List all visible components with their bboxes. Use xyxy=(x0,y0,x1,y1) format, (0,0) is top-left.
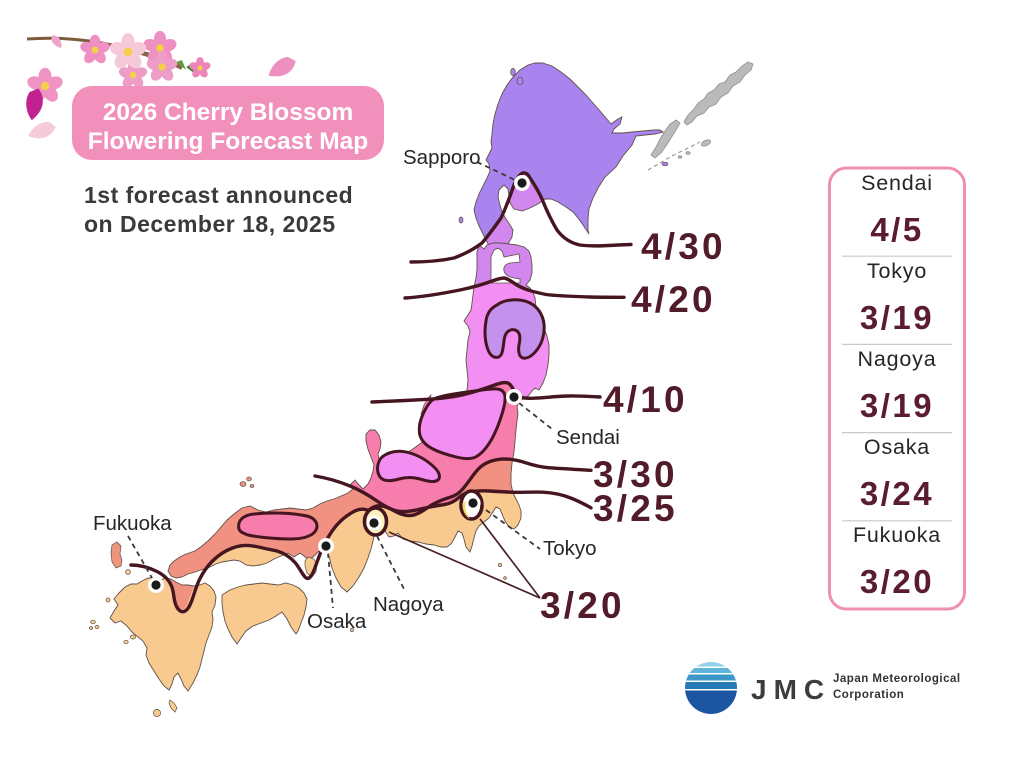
svg-text:Sapporo: Sapporo xyxy=(403,146,481,169)
svg-text:Sendai: Sendai xyxy=(556,426,620,449)
svg-text:Japan Meteorological: Japan Meteorological xyxy=(833,673,961,685)
svg-text:Nagoya: Nagoya xyxy=(373,593,444,616)
svg-text:3/20: 3/20 xyxy=(540,585,625,626)
svg-text:Osaka: Osaka xyxy=(307,610,367,633)
svg-text:Fukuoka: Fukuoka xyxy=(853,523,941,547)
svg-text:1st forecast announced: 1st forecast announced xyxy=(84,182,353,208)
svg-text:Flowering Forecast Map: Flowering Forecast Map xyxy=(88,128,368,155)
svg-text:3/25: 3/25 xyxy=(593,488,678,529)
svg-text:Sendai: Sendai xyxy=(861,171,933,195)
svg-text:3/30: 3/30 xyxy=(593,454,678,495)
svg-text:3/20: 3/20 xyxy=(860,563,934,600)
svg-text:Tokyo: Tokyo xyxy=(543,537,597,560)
svg-text:on December 18, 2025: on December 18, 2025 xyxy=(84,211,336,237)
svg-text:Osaka: Osaka xyxy=(864,435,930,459)
svg-text:Fukuoka: Fukuoka xyxy=(93,512,172,535)
svg-text:3/19: 3/19 xyxy=(860,387,934,424)
svg-text:Tokyo: Tokyo xyxy=(867,259,927,283)
svg-text:3/19: 3/19 xyxy=(860,299,934,336)
svg-text:Nagoya: Nagoya xyxy=(858,347,937,371)
svg-text:JMC: JMC xyxy=(751,674,831,705)
svg-text:3/24: 3/24 xyxy=(860,475,934,512)
svg-text:2026 Cherry Blossom: 2026 Cherry Blossom xyxy=(103,99,354,126)
svg-text:4/10: 4/10 xyxy=(603,379,688,420)
svg-text:4/5: 4/5 xyxy=(870,211,923,248)
svg-text:Corporation: Corporation xyxy=(833,689,904,701)
svg-text:4/30: 4/30 xyxy=(641,226,726,267)
svg-text:4/20: 4/20 xyxy=(631,279,716,320)
